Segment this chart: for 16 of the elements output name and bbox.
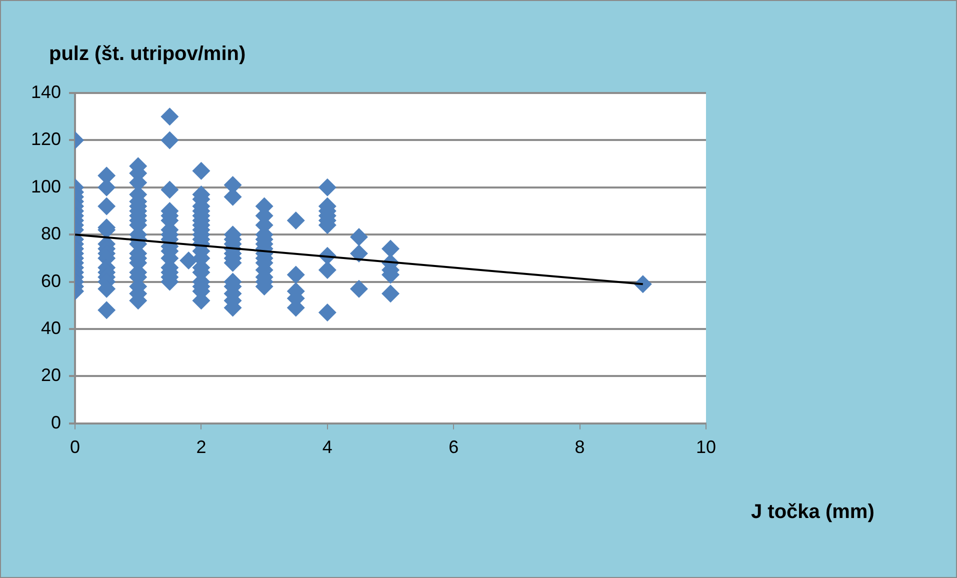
y-tick-label: 60 — [41, 270, 62, 291]
x-tick-label: 6 — [448, 437, 459, 458]
x-tick-label: 4 — [322, 437, 332, 458]
y-tick-label: 0 — [51, 412, 62, 432]
y-tick-label: 20 — [41, 365, 62, 386]
y-tick-label: 80 — [41, 224, 62, 244]
x-tick-label: 2 — [196, 437, 206, 458]
x-axis-title: J točka (mm) — [751, 501, 874, 524]
x-tick-label: 8 — [574, 437, 585, 458]
x-tick-label: 10 — [696, 437, 716, 458]
y-tick-label: 40 — [41, 318, 62, 338]
y-tick-label: 120 — [30, 129, 62, 150]
y-axis-title: pulz (št. utripov/min) — [49, 43, 246, 66]
y-tick-label: 100 — [30, 176, 62, 196]
x-tick-label: 0 — [70, 437, 80, 458]
y-tick-label: 140 — [30, 82, 62, 102]
